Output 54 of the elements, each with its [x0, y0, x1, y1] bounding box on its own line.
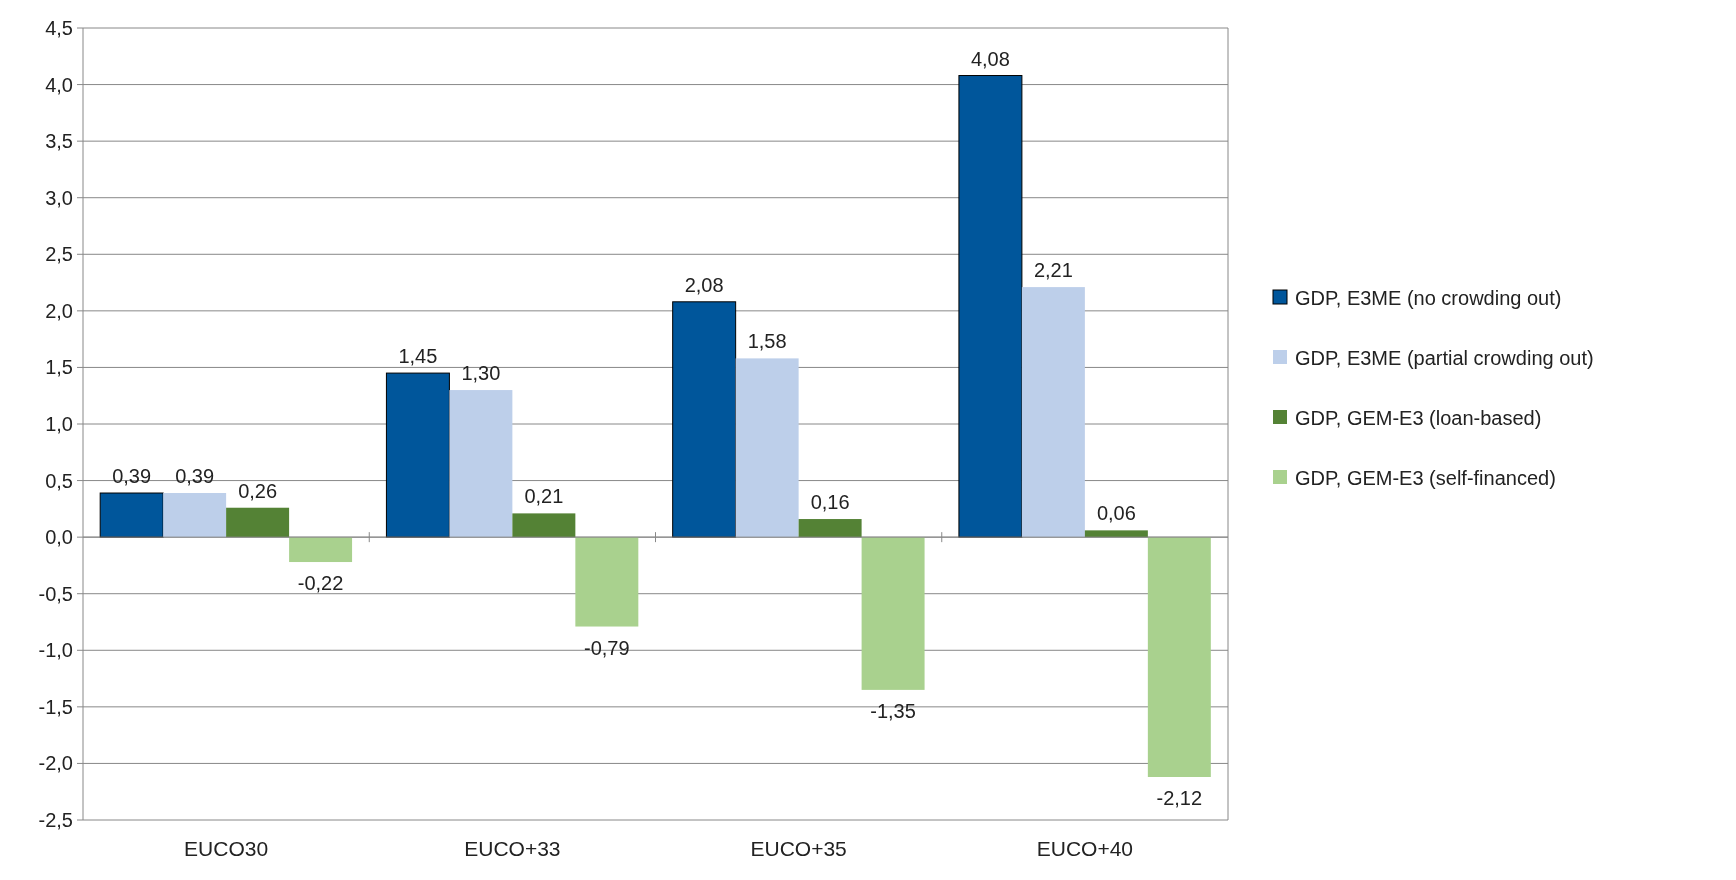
data-label: 2,08 — [684, 273, 724, 296]
legend-label: GDP, E3ME (partial crowding out) — [1295, 347, 1594, 369]
y-tick-label: 4,5 — [45, 17, 73, 39]
x-tick-label: EUCO+40 — [1036, 837, 1134, 860]
bar — [163, 493, 227, 538]
data-label: -0,79 — [584, 636, 630, 659]
y-tick-label: -2,5 — [38, 809, 73, 831]
bar — [449, 390, 513, 538]
data-label: 4,08 — [970, 47, 1010, 70]
data-label: 2,21 — [1033, 259, 1073, 282]
bar — [861, 537, 925, 690]
y-tick-label: 3,5 — [45, 130, 73, 153]
bar — [735, 358, 799, 538]
data-label: -0,22 — [297, 572, 344, 595]
bar — [798, 519, 862, 538]
bar — [226, 507, 290, 538]
bar — [958, 75, 1023, 538]
data-label: 1,30 — [461, 362, 501, 385]
data-label: 0,16 — [810, 491, 850, 514]
y-tick-label: 0,5 — [45, 469, 73, 492]
bar — [672, 301, 737, 538]
bar — [289, 537, 353, 563]
y-tick-label: 0,0 — [45, 526, 73, 549]
legend-label: GDP, GEM-E3 (self-financed) — [1295, 467, 1556, 489]
x-tick-label: EUCO+35 — [750, 837, 847, 860]
bar — [1021, 287, 1085, 538]
data-label: -2,12 — [1156, 787, 1203, 810]
y-tick-label: -0,5 — [38, 582, 73, 605]
x-tick-label: EUCO+33 — [464, 837, 561, 860]
legend-label: GDP, GEM-E3 (loan-based) — [1295, 407, 1542, 429]
y-tick-label: -1,0 — [38, 639, 73, 662]
data-label: 0,39 — [112, 465, 152, 488]
data-label: 1,45 — [398, 345, 438, 368]
bar — [512, 513, 576, 538]
y-tick-label: -2,0 — [38, 752, 73, 775]
bar — [99, 492, 164, 538]
y-tick-label: 2,0 — [45, 299, 73, 322]
bar — [385, 372, 450, 538]
data-label: 0,39 — [175, 465, 215, 488]
data-label: 0,06 — [1096, 502, 1136, 525]
data-label: 0,26 — [238, 479, 278, 502]
legend-label: GDP, E3ME (no crowding out) — [1295, 287, 1562, 309]
bar — [575, 537, 639, 627]
data-label: 0,21 — [524, 485, 564, 508]
data-label: -1,35 — [870, 699, 916, 722]
y-tick-label: 2,5 — [45, 243, 73, 266]
y-tick-label: 1,0 — [45, 413, 73, 435]
bar — [1147, 537, 1211, 778]
data-label: 1,58 — [747, 330, 787, 353]
y-tick-label: 4,0 — [45, 73, 73, 96]
y-tick-label: 1,5 — [45, 356, 73, 379]
y-tick-label: 3,0 — [45, 186, 73, 209]
x-tick-label: EUCO30 — [184, 837, 269, 860]
y-tick-label: -1,5 — [38, 695, 73, 718]
